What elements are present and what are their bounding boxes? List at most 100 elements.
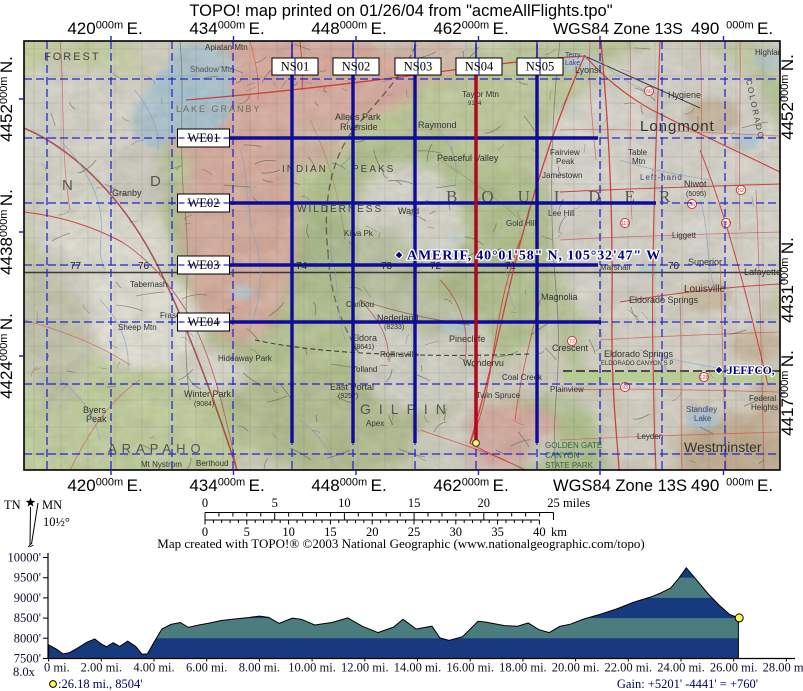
svg-text:ELDORADO CANYON S P: ELDORADO CANYON S P (601, 361, 673, 367)
svg-text:128: 128 (699, 375, 708, 381)
svg-text:Nederland: Nederland (377, 313, 419, 323)
svg-text:Eldora: Eldora (351, 333, 377, 343)
svg-text:CANYON: CANYON (545, 451, 579, 460)
svg-text:Westminster: Westminster (684, 439, 762, 455)
svg-text:Hideaway Park: Hideaway Park (218, 354, 273, 363)
svg-text::26.18 mi., 8504': :26.18 mi., 8504' (58, 677, 143, 691)
svg-text:16.00 mi.: 16.00 mi. (446, 661, 494, 675)
svg-text:Louisville: Louisville (684, 284, 726, 295)
svg-text:434000m E.: 434000m E. (189, 476, 264, 495)
svg-text:NS05: NS05 (526, 60, 554, 74)
svg-text:Wondervu: Wondervu (463, 358, 504, 368)
svg-text:70: 70 (668, 261, 680, 272)
svg-text:6.00 mi.: 6.00 mi. (186, 661, 227, 675)
svg-text:(9257): (9257) (338, 393, 358, 400)
svg-text:52: 52 (738, 188, 744, 194)
svg-text:Caribou: Caribou (346, 300, 374, 309)
svg-text:Allens Park: Allens Park (335, 112, 381, 122)
svg-text:420000m E.: 420000m E. (67, 19, 142, 38)
svg-text:Riverside: Riverside (340, 122, 378, 132)
svg-text:10.00 mi.: 10.00 mi. (288, 661, 336, 675)
svg-text:Raymond: Raymond (418, 120, 457, 130)
svg-text:20: 20 (366, 525, 379, 539)
svg-text:76: 76 (138, 261, 150, 272)
svg-text:448000m E.: 448000m E. (311, 476, 386, 495)
svg-text:WGS84 Zone 13S: WGS84 Zone 13S (553, 477, 687, 495)
svg-text:20.00 mi.: 20.00 mi. (552, 661, 600, 675)
svg-text:Apiatan Mtn: Apiatan Mtn (205, 43, 248, 52)
svg-text:WE03: WE03 (188, 258, 220, 272)
svg-text:9000': 9000' (14, 591, 41, 605)
svg-text:Rollinsville: Rollinsville (380, 350, 418, 359)
svg-text:66: 66 (646, 89, 652, 95)
svg-text:Magnolia: Magnolia (541, 292, 578, 302)
svg-text:4452000m N.: 4452000m N. (0, 56, 16, 142)
svg-text:40: 40 (533, 525, 546, 539)
svg-text:448000m E.: 448000m E. (311, 19, 386, 38)
svg-text:NS01: NS01 (281, 60, 309, 74)
svg-text:Eldorado Springs: Eldorado Springs (604, 349, 674, 359)
svg-text:Sheep Mtn: Sheep Mtn (118, 323, 157, 332)
svg-text:Lake: Lake (565, 60, 580, 67)
svg-text:490 000m E.: 490 000m E. (691, 19, 773, 38)
svg-text:Winter Park: Winter Park (184, 389, 232, 399)
svg-text:12.00 mi.: 12.00 mi. (341, 661, 389, 675)
svg-text:10000': 10000' (7, 551, 41, 565)
svg-text:Highland: Highland (755, 48, 787, 57)
svg-text:5: 5 (244, 525, 250, 539)
svg-text:420000m E.: 420000m E. (67, 476, 142, 495)
svg-text:N: N (62, 177, 73, 194)
svg-text:4438000m N.: 4438000m N. (0, 189, 16, 275)
svg-text:Apex: Apex (366, 419, 384, 428)
svg-text:5: 5 (272, 496, 278, 510)
svg-text:0: 0 (202, 525, 208, 539)
svg-text:PEAKS: PEAKS (352, 164, 395, 175)
svg-text:WE01: WE01 (188, 131, 220, 145)
svg-text:Peak: Peak (556, 157, 575, 166)
svg-text:14.00 mi.: 14.00 mi. (394, 661, 442, 675)
svg-text:8.0x: 8.0x (13, 665, 36, 679)
svg-text:TN: TN (4, 498, 21, 512)
svg-text:Jamestown: Jamestown (542, 171, 582, 180)
svg-text:Terry: Terry (565, 52, 581, 59)
svg-text:LAKE GRANBY: LAKE GRANBY (176, 104, 262, 114)
svg-text:4452000m N.: 4452000m N. (778, 54, 797, 140)
svg-text:NS04: NS04 (465, 60, 494, 74)
svg-text:Left-hand: Left-hand (640, 173, 683, 182)
svg-text:NS03: NS03 (404, 60, 432, 74)
svg-text:7500': 7500' (14, 652, 41, 666)
svg-text:AMERIF, 40°01'58" N, 105°32'47: AMERIF, 40°01'58" N, 105°32'47" W (407, 249, 661, 264)
svg-text:(8233): (8233) (384, 324, 404, 331)
svg-text:Taylor Mtn: Taylor Mtn (462, 90, 499, 99)
svg-text:TOPO! map printed on 01/26/04: TOPO! map printed on 01/26/04 from "acme… (189, 2, 612, 20)
svg-text:4431000m N.: 4431000m N. (778, 237, 797, 323)
svg-text:Table: Table (628, 148, 648, 157)
svg-text:462000m E.: 462000m E. (433, 476, 508, 495)
svg-text:10: 10 (282, 525, 295, 539)
svg-text:WE04: WE04 (188, 315, 221, 329)
svg-text:WILDERNESS: WILDERNESS (297, 204, 383, 215)
svg-text:20: 20 (478, 496, 491, 510)
svg-text:BOULDER: BOULDER (446, 187, 694, 206)
svg-text:Lafayette: Lafayette (744, 267, 781, 277)
svg-text:Longmont: Longmont (640, 118, 715, 135)
svg-text:462000m E.: 462000m E. (433, 19, 508, 38)
svg-text:Liggett: Liggett (672, 231, 697, 240)
svg-text:25: 25 (547, 496, 560, 510)
svg-text:287: 287 (721, 221, 730, 227)
svg-text:(8641): (8641) (354, 344, 374, 351)
svg-text:Fraser: Fraser (160, 311, 183, 320)
svg-text:Kiwa Pk: Kiwa Pk (344, 229, 374, 238)
svg-text:Fairview: Fairview (550, 148, 580, 157)
svg-text:Gold Hill: Gold Hill (506, 219, 536, 228)
svg-text:Eldorado Springs: Eldorado Springs (629, 295, 699, 305)
svg-text:MN: MN (42, 498, 62, 512)
svg-text:26.00 mi.: 26.00 mi. (710, 661, 758, 675)
svg-text:GILPIN: GILPIN (360, 401, 454, 417)
svg-text:Lee Hill: Lee Hill (548, 209, 575, 218)
svg-text:Marshall: Marshall (600, 263, 630, 272)
svg-text:FOREST: FOREST (44, 51, 101, 63)
svg-text:Gain: +5201' -4441' = +760': Gain: +5201' -4441' = +760' (617, 677, 758, 691)
svg-text:D: D (150, 173, 161, 190)
svg-text:Ward: Ward (398, 206, 419, 216)
